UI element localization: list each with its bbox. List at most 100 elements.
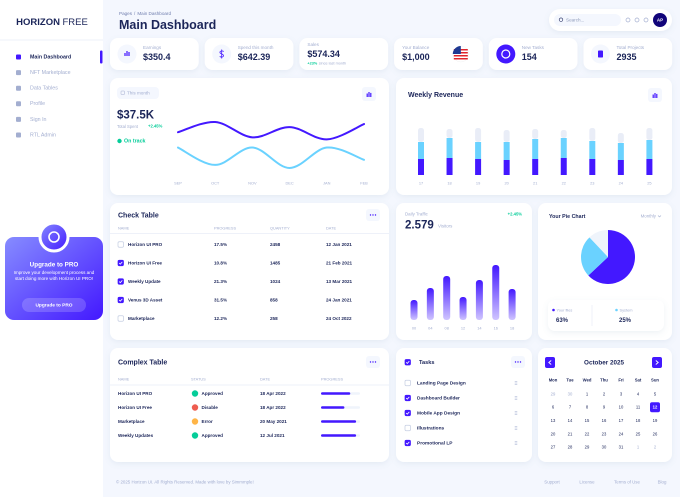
calendar-day[interactable]: 31 [619,445,624,450]
drag-handle [516,381,518,382]
progress-bar [321,434,357,437]
header-icon[interactable] [643,17,649,23]
calendar-day[interactable]: 30 [568,391,573,396]
drag-handle [516,412,518,414]
upgrade-title: Upgrade to PRO [30,262,79,269]
calendar-day[interactable]: 22 [585,431,590,436]
calendar-day[interactable]: 13 [551,418,556,423]
calendar-day[interactable]: 30 [602,445,607,450]
footer-link[interactable]: Blog [658,480,667,485]
weekday: Mon [549,377,558,382]
pie-slice [588,230,635,284]
calendar-day[interactable]: 29 [551,391,556,396]
calendar-day[interactable]: 6 [552,405,555,410]
bar-segment [532,139,539,159]
calendar-day[interactable]: 24 [619,431,624,436]
calendar-day[interactable]: 4 [637,391,640,396]
checkbox[interactable] [117,296,124,304]
search-input[interactable] [554,14,621,26]
calendar-day[interactable]: 25 [636,431,641,436]
checkbox[interactable] [117,278,124,285]
table-cell: Disable [202,405,219,410]
calendar-day[interactable]: 19 [653,418,658,423]
upgrade-button-label[interactable]: Upgrade to PRO [35,302,72,308]
menu-item[interactable]: Main Dashboard [30,54,71,60]
calendar-day[interactable]: 5 [654,391,657,396]
calendar-day[interactable]: 1 [586,391,589,396]
avatar[interactable] [653,13,667,27]
bar-segment [646,128,653,140]
calendar-day[interactable]: 7 [569,405,572,410]
progress-bar [321,420,357,423]
x-tick-label: DEC [285,181,293,186]
checkbox[interactable] [117,315,124,322]
legend-dot [615,308,618,312]
calendar-day[interactable]: 17 [619,418,624,423]
calendar-day[interactable]: 14 [568,418,573,423]
drag-handle [516,429,518,430]
table-cell: 20 May 2021 [260,419,287,424]
calendar-day[interactable]: 23 [602,431,607,436]
menu-item[interactable]: NFT Marketplace [30,70,71,76]
stat-icon [219,49,224,59]
calendar-day[interactable]: 3 [620,391,623,396]
stat-icon-bg [496,44,516,64]
footer-link[interactable]: License [579,480,595,485]
checkbox[interactable] [404,439,411,447]
icon [368,92,370,97]
period-button[interactable] [117,87,159,99]
bar [492,265,500,320]
calendar-day[interactable]: 10 [619,405,624,410]
calendar-day[interactable]: 2 [603,391,606,396]
next-month-button[interactable] [652,357,662,368]
legend-value: 63% [556,318,569,324]
checkbox[interactable] [404,424,411,432]
calendar-day[interactable]: 2 [654,445,657,450]
calendar-day[interactable]: 18 [636,418,641,423]
calendar-day[interactable]: 12 [653,405,658,410]
active-indicator [100,50,103,64]
pie-period[interactable]: Monthly [641,213,657,218]
footer-link[interactable]: Terms of Use [614,480,640,485]
x-tick-label: 12 [461,326,465,331]
calendar-day[interactable]: 27 [551,445,556,450]
calendar-day[interactable]: 9 [603,405,606,410]
task-item: Illustrations [417,426,445,432]
calendar-day[interactable]: 29 [585,445,590,450]
period-label[interactable]: This month [127,91,150,96]
checkbox[interactable] [404,394,411,402]
checkbox[interactable] [404,379,411,387]
stat-change-value: +23% [307,62,317,66]
calendar-day[interactable]: 1 [637,445,640,450]
prev-month-button[interactable] [545,357,555,368]
calendar-day[interactable]: 21 [568,431,573,436]
calendar-day[interactable]: 11 [636,405,641,410]
x-tick-label: OCT [211,181,220,186]
upgrade-button[interactable] [22,298,86,312]
menu-item[interactable]: Sign In [30,117,47,123]
breadcrumb-root[interactable]: Pages [119,11,133,16]
x-tick-label: 24 [619,181,624,186]
checkbox[interactable] [404,409,411,417]
calendar-day[interactable]: 20 [551,431,556,436]
x-tick-label: 23 [590,181,594,186]
drag-handle [514,442,516,444]
calendar-day[interactable]: 16 [602,418,607,423]
header-icon[interactable] [634,17,640,23]
footer-link[interactable]: Support [544,480,560,485]
calendar-day[interactable]: 15 [585,418,590,423]
menu-item[interactable]: Profile [30,101,45,107]
calendar-day[interactable]: 28 [568,445,573,450]
checkmark [118,280,123,284]
checkbox[interactable] [117,241,124,248]
checkbox[interactable] [117,259,124,267]
weekday: Thu [600,377,608,382]
header-icon[interactable] [625,17,631,23]
menu-item[interactable]: RTL Admin [30,132,56,138]
progress-bar [321,392,351,395]
calendar-day[interactable]: 26 [653,431,658,436]
calendar-day[interactable]: 8 [586,405,589,410]
x-tick-label: JAN [323,181,331,186]
menu-item[interactable]: Data Tables [30,86,58,92]
table-cell: 858 [270,298,278,303]
